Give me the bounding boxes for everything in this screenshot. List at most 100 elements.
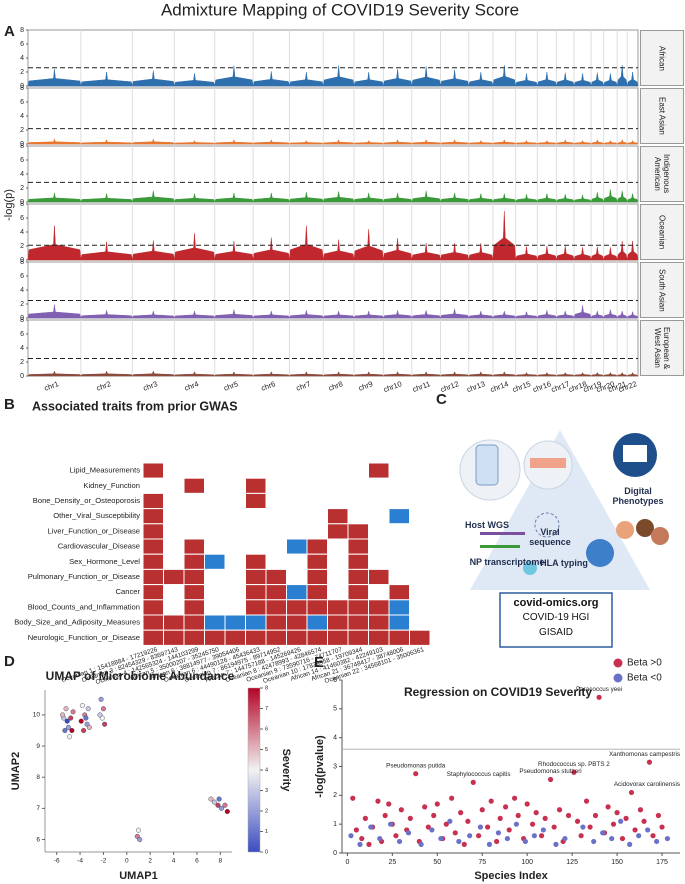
point — [362, 815, 368, 822]
y-tick-label: 4 — [20, 345, 24, 352]
heatmap-cell — [347, 477, 369, 494]
chromosome-signal — [440, 69, 470, 87]
virus-icon — [534, 512, 560, 538]
chromosome-signal — [616, 64, 628, 87]
point — [547, 776, 554, 783]
y-axis-label: UMAP2 — [10, 752, 22, 791]
heatmap-cell — [368, 599, 390, 616]
point — [137, 837, 143, 843]
heatmap-cell — [142, 538, 164, 555]
x-tick-label: 50 — [433, 859, 441, 866]
x-tick-label: 125 — [566, 859, 578, 866]
x-tick-label: chr11 — [411, 379, 431, 394]
point — [485, 824, 491, 830]
person — [651, 527, 669, 545]
y-tick-label: 2 — [20, 243, 24, 250]
chromosome-signal — [382, 192, 413, 203]
chart-title: Regression on COVID19 Severity — [404, 685, 592, 699]
row-label: Lipid_Measurements — [70, 466, 141, 475]
strip-label: East Asian — [640, 88, 684, 144]
heatmap-cell — [388, 523, 410, 540]
heatmap-cell — [183, 629, 205, 646]
heatmap-cell — [183, 477, 205, 494]
chromosome-signal — [289, 71, 324, 87]
y-tick-label: 6 — [20, 157, 24, 164]
point — [659, 824, 665, 830]
heatmap-cell — [204, 584, 226, 601]
point — [511, 795, 518, 801]
point — [431, 812, 437, 819]
heatmap-cell — [245, 523, 267, 540]
chromosome-signal — [131, 310, 175, 319]
point — [60, 712, 66, 718]
y-tick-label: 9 — [36, 743, 40, 750]
chromosome-signal — [556, 310, 575, 319]
panel-letter: A — [4, 23, 15, 40]
heatmap-cell — [388, 492, 410, 510]
heatmap-cell — [409, 477, 431, 494]
heatmap-cell — [388, 599, 410, 616]
point — [664, 835, 671, 842]
annotation: Staphylococcus capitis — [447, 771, 511, 778]
chromosome-signal — [214, 65, 254, 87]
point — [386, 801, 392, 807]
annotation: Pseudomonas putida — [386, 762, 446, 769]
heatmap-cell — [183, 462, 205, 479]
point — [350, 795, 356, 801]
chromosome-signal — [573, 73, 592, 87]
heatmap-cell — [265, 568, 287, 586]
heatmap-cell — [163, 629, 185, 646]
row-label: Other_Viral_Susceptibility — [53, 511, 140, 520]
heatmap-cell — [245, 584, 267, 601]
colorbar-tick-label: 6 — [265, 726, 268, 732]
y-tick-label: 2 — [20, 127, 24, 134]
y-tick-label: 0 — [20, 83, 24, 90]
heatmap-cell — [245, 492, 267, 510]
chromosome-signal — [252, 139, 290, 145]
point — [434, 801, 440, 807]
heatmap-cell — [409, 538, 431, 555]
chromosome-signal — [468, 310, 494, 319]
heatmap-cell — [327, 614, 349, 631]
chromosome-signal — [80, 370, 133, 377]
point — [529, 821, 536, 827]
heatmap-cell — [265, 538, 287, 555]
y-tick-label: 0 — [20, 315, 24, 322]
heatmap-cell — [204, 629, 226, 646]
point — [591, 838, 597, 845]
chromosome-signal — [27, 225, 82, 261]
heatmap-cell — [204, 599, 226, 616]
heatmap-cell — [224, 629, 246, 646]
colorbar-tick-label: 2 — [265, 808, 268, 814]
chromosome-signal — [515, 310, 538, 319]
heatmap-cell — [306, 553, 328, 570]
point — [540, 827, 546, 833]
point — [609, 835, 615, 842]
chromosome-signal — [603, 309, 618, 319]
heatmap-cell — [245, 568, 267, 586]
point — [405, 830, 412, 836]
chromosome-signal — [616, 310, 628, 319]
colorbar-tick-label: 1 — [265, 829, 268, 835]
row-label: Liver_Function_or_Disease — [48, 526, 140, 535]
row-label: Kidney_Function — [83, 481, 140, 490]
heatmap-cell — [347, 538, 369, 555]
point — [67, 734, 73, 740]
heatmap-cell — [409, 629, 431, 646]
y-tick-label: 2 — [20, 69, 24, 76]
y-tick-label: 0 — [20, 141, 24, 148]
chart-title: Associated traits from prior GWAS — [32, 399, 238, 413]
heatmap-cell — [368, 508, 390, 525]
point — [470, 779, 476, 785]
heatmap-cell — [163, 462, 185, 479]
heatmap-cell — [327, 584, 349, 601]
point — [531, 833, 537, 839]
chromosome-signal — [289, 225, 324, 261]
heatmap-cell — [183, 538, 205, 555]
y-tick-label: 0 — [333, 850, 337, 857]
point — [443, 821, 449, 827]
chromosome-signal — [80, 139, 133, 145]
chromosome-signal — [515, 194, 538, 203]
tube — [475, 444, 499, 486]
heatmap-cell — [245, 614, 267, 631]
